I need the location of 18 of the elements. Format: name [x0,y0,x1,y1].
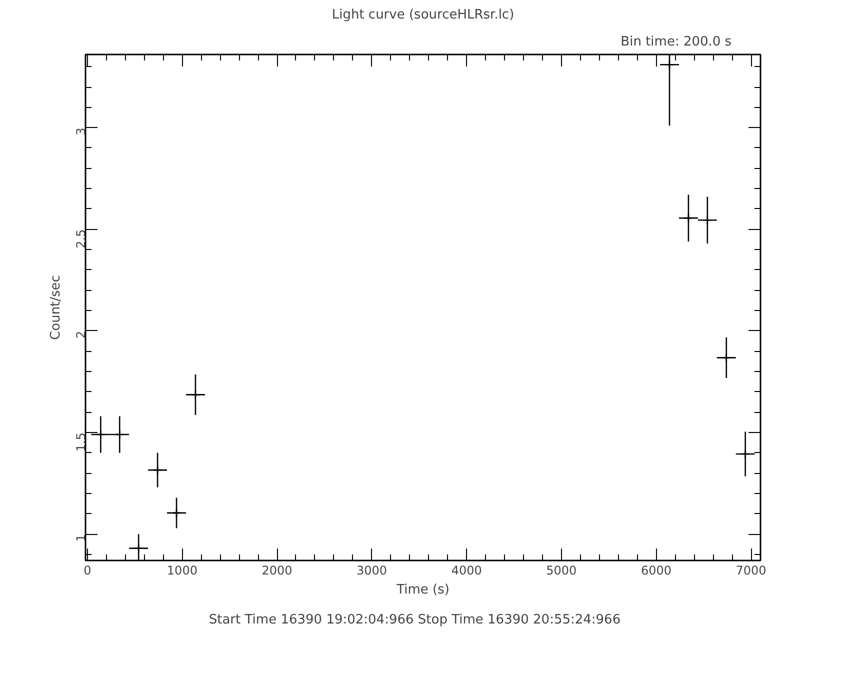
x-tick-label: 0 [84,564,92,578]
y-tick-label: 2.5 [74,229,88,248]
x-tick-label: 6000 [640,564,672,578]
x-axis-title: Time (s) [396,582,450,598]
x-tick-label: 1000 [166,564,198,578]
x-tick-label: 3000 [356,564,388,578]
x-tick-label: 5000 [546,564,577,578]
x-tick-label: 2000 [262,564,292,578]
y-tick-label: 1.5 [74,432,88,452]
chart-title: Light curve (sourceHLRsr.lc) [332,8,514,22]
text: Bin time: 200.0 s [620,34,732,50]
x-tick-label: 4000 [451,564,482,578]
y-axis-title: Count/sec [48,275,64,340]
y-tick-label: 2 [74,330,88,339]
x-tick-label: 7000 [736,564,766,578]
y-tick-label: 1 [74,534,88,542]
text: Start Time 16390 19:02:04:966 Stop Time 16390 20:55:24:966 [208,612,621,628]
y-tick-label: 3 [74,128,88,136]
